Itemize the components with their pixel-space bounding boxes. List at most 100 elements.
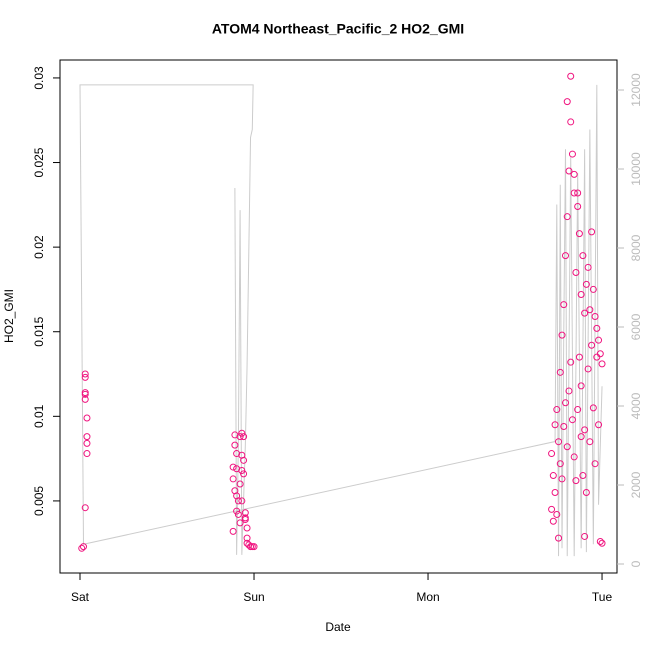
point — [591, 313, 599, 320]
point — [570, 453, 578, 461]
point — [548, 505, 556, 513]
point — [595, 421, 603, 429]
point — [563, 443, 571, 451]
point — [548, 450, 556, 458]
point — [563, 98, 571, 106]
point — [595, 336, 603, 344]
chart-title: ATOM4 Northeast_Pacific_2 HO2_GMI — [212, 21, 464, 37]
point — [598, 539, 606, 547]
point — [555, 438, 563, 446]
point — [238, 497, 246, 505]
point — [575, 230, 583, 238]
point — [236, 519, 244, 527]
point — [81, 370, 89, 378]
point — [561, 252, 569, 260]
point — [243, 524, 251, 532]
point — [558, 475, 566, 483]
point — [81, 395, 89, 403]
point — [574, 406, 582, 414]
line — [79, 84, 603, 557]
point — [560, 301, 568, 309]
x-axis-label: Date — [325, 620, 351, 634]
point — [586, 438, 594, 446]
point — [574, 189, 582, 197]
y-tick-label: 0.005 — [32, 486, 46, 516]
y-tick-label: 0.015 — [32, 316, 46, 346]
point — [83, 433, 91, 441]
point — [560, 422, 568, 430]
point — [581, 309, 589, 317]
point — [81, 390, 89, 398]
y-tick-label: 0.02 — [32, 235, 46, 259]
point — [250, 543, 258, 551]
point — [233, 507, 241, 515]
point — [240, 470, 248, 478]
point — [561, 399, 569, 407]
y2-tick-label: 2000 — [629, 471, 643, 498]
point — [575, 353, 583, 361]
point — [229, 527, 237, 535]
y-tick-label: 0.025 — [32, 147, 46, 177]
point — [83, 439, 91, 447]
point — [241, 509, 249, 517]
point — [563, 213, 571, 221]
y2-tick-label: 0 — [629, 560, 643, 567]
point — [572, 477, 580, 485]
point — [568, 416, 576, 424]
point — [589, 285, 597, 293]
point — [231, 441, 239, 449]
point — [572, 269, 580, 277]
point — [234, 510, 242, 518]
y2-tick-label: 12000 — [629, 73, 643, 107]
point — [588, 341, 596, 349]
point — [229, 463, 237, 471]
y2-tick-label: 6000 — [629, 313, 643, 340]
point — [243, 534, 251, 542]
point — [241, 514, 249, 522]
point — [582, 280, 590, 288]
point — [596, 538, 604, 546]
point — [238, 466, 246, 474]
point — [236, 433, 244, 441]
point — [586, 306, 594, 314]
point — [577, 382, 585, 390]
point — [79, 543, 87, 551]
point — [551, 488, 559, 496]
point — [556, 368, 564, 376]
point — [567, 72, 575, 80]
x-tick-label: Sat — [71, 590, 90, 604]
point — [570, 170, 578, 178]
point — [593, 324, 601, 332]
point — [567, 118, 575, 126]
y-tick-label: 0.01 — [32, 404, 46, 428]
point — [81, 373, 89, 381]
point — [565, 167, 573, 175]
point — [229, 475, 237, 483]
point — [240, 433, 248, 441]
point — [596, 350, 604, 358]
point — [234, 497, 242, 505]
point — [567, 358, 575, 366]
point — [553, 510, 561, 518]
point — [584, 263, 592, 271]
point — [581, 532, 589, 540]
y2-tick-label: 10000 — [629, 152, 643, 186]
point — [78, 544, 86, 552]
point — [584, 365, 592, 373]
point — [577, 291, 585, 299]
point — [243, 539, 251, 547]
x-tick-label: Tue — [592, 590, 613, 604]
point — [236, 480, 244, 488]
point — [240, 456, 248, 464]
x-tick-label: Sun — [243, 590, 264, 604]
point — [588, 228, 596, 236]
y-tick-label: 0.03 — [32, 66, 46, 90]
point — [555, 534, 563, 542]
point — [579, 252, 587, 260]
point — [577, 433, 585, 441]
point — [81, 504, 89, 512]
point — [551, 421, 559, 429]
point — [556, 460, 564, 468]
y2-tick-label: 4000 — [629, 392, 643, 419]
